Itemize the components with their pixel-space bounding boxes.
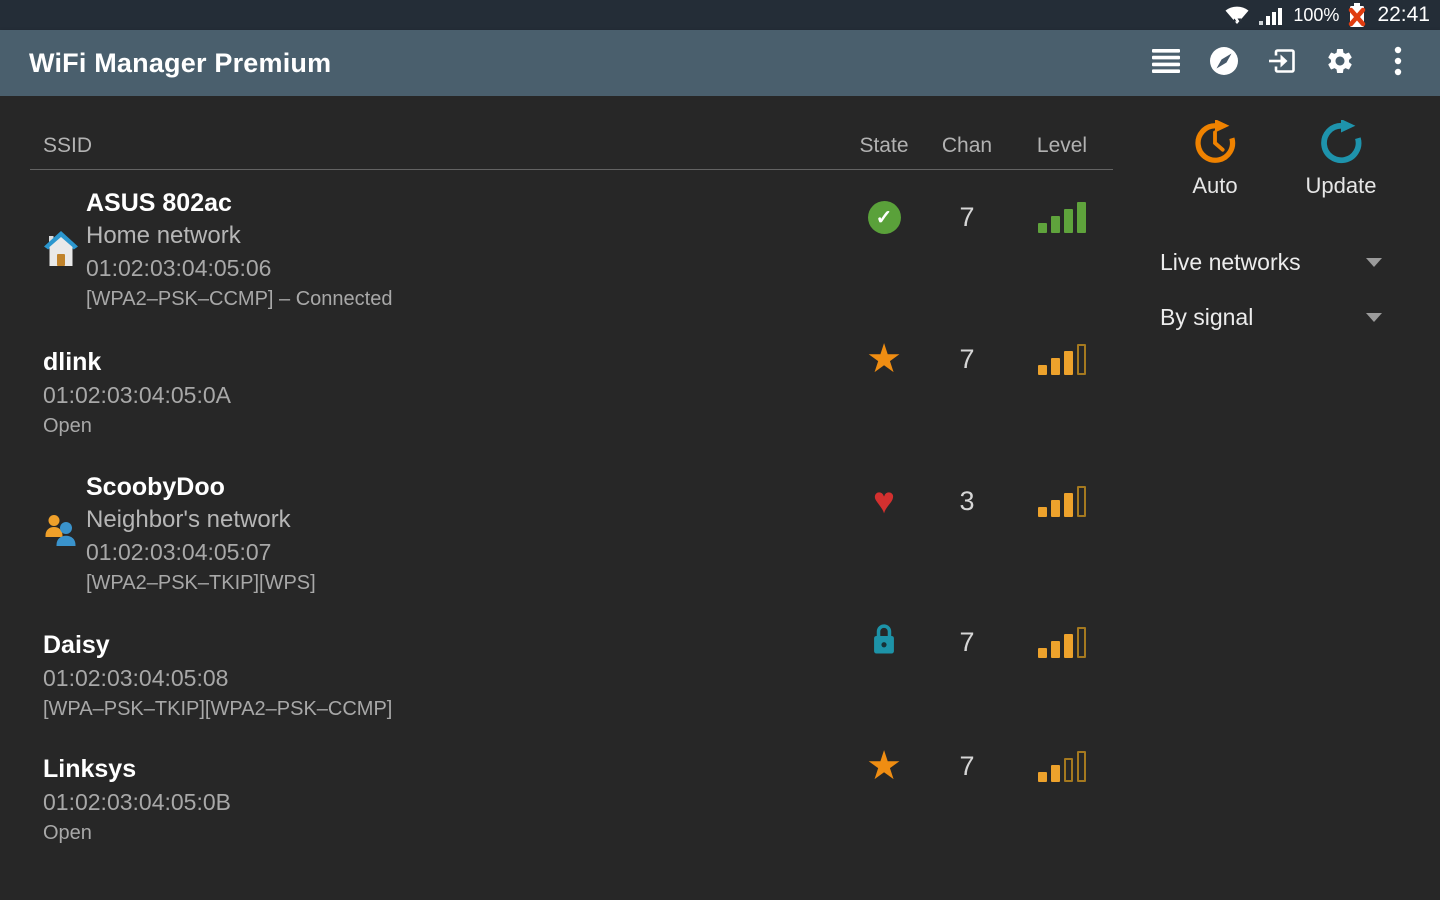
network-security: [WPA2–PSK–CCMP] – Connected: [86, 288, 393, 310]
auto-scan-button[interactable]: Auto: [1160, 120, 1270, 199]
state-cell: [834, 623, 934, 661]
network-ssid: Daisy: [43, 631, 110, 659]
clock-text: 22:41: [1377, 3, 1430, 26]
network-filter-dropdown[interactable]: Live networks: [1160, 245, 1388, 279]
update-label: Update: [1305, 173, 1377, 198]
network-info: ASUS 802ac Home network 01:02:03:04:05:0…: [0, 186, 1113, 314]
state-cell: ♥: [834, 482, 934, 520]
connected-check-icon: ✓: [867, 200, 901, 234]
network-mac: 01:02:03:04:05:0A: [43, 382, 231, 408]
compass-icon: [1208, 45, 1240, 82]
network-mac: 01:02:03:04:05:0B: [43, 789, 231, 815]
battery-percent: 100%: [1293, 4, 1340, 25]
signal-level-indicator: [1012, 198, 1112, 236]
network-row-dlink[interactable]: dlink 01:02:03:04:05:0A Open ★ 7: [0, 339, 1113, 441]
state-cell: ✓: [834, 198, 934, 236]
three-dots-icon: [1394, 46, 1402, 81]
header-level: Level: [1036, 134, 1088, 157]
filter-value: Live networks: [1160, 248, 1301, 275]
overflow-menu-button[interactable]: [1380, 45, 1416, 81]
settings-button[interactable]: [1322, 45, 1358, 81]
network-info: dlink 01:02:03:04:05:0A Open: [0, 345, 1113, 441]
heart-icon: ♥: [873, 480, 895, 521]
channel-cell: 3: [959, 485, 975, 516]
app-bar: WiFi Manager Premium: [0, 30, 1440, 96]
channel-cell: 7: [959, 343, 975, 374]
browser-button[interactable]: [1206, 45, 1242, 81]
wifi-status-icon: [1225, 5, 1249, 25]
battery-error-icon: [1348, 2, 1366, 28]
star-icon: ★: [866, 744, 902, 788]
auto-label: Auto: [1192, 173, 1238, 198]
auto-refresh-clock-icon: [1192, 120, 1238, 170]
chevron-down-icon: [1366, 312, 1382, 322]
gear-icon: [1325, 46, 1355, 81]
people-icon: [43, 512, 79, 552]
network-info: ScoobyDoo Neighbor's network 01:02:03:04…: [0, 470, 1113, 598]
app-title: WiFi Manager Premium: [29, 47, 332, 78]
state-cell: ★: [834, 744, 934, 788]
network-alias: Neighbor's network: [86, 506, 291, 533]
network-row-asus[interactable]: ASUS 802ac Home network 01:02:03:04:05:0…: [0, 186, 1113, 314]
network-mac: 01:02:03:04:05:07: [86, 539, 272, 565]
signal-level-indicator: [1012, 340, 1112, 378]
network-mac: 01:02:03:04:05:08: [43, 665, 229, 691]
channel-cell: 7: [959, 626, 975, 657]
network-ssid: ScoobyDoo: [86, 473, 225, 501]
header-ssid: SSID: [43, 134, 93, 157]
network-mac: 01:02:03:04:05:06: [86, 255, 272, 281]
channel-cell: 7: [959, 201, 975, 232]
network-ssid: Linksys: [43, 755, 137, 783]
header-state: State: [859, 134, 909, 157]
star-icon: ★: [866, 337, 902, 381]
header-divider: [30, 169, 1113, 170]
app-bar-actions: [1148, 45, 1416, 81]
lock-icon: [870, 623, 898, 661]
update-button[interactable]: Update: [1286, 120, 1396, 199]
exit-button[interactable]: [1264, 45, 1300, 81]
network-row-daisy[interactable]: Daisy 01:02:03:04:05:08 [WPA–PSK–TKIP][W…: [0, 624, 1113, 724]
network-security: [WPA2–PSK–TKIP][WPS]: [86, 572, 316, 594]
home-icon: [43, 228, 79, 268]
signal-level-indicator: [1012, 623, 1112, 661]
signal-level-indicator: [1012, 747, 1112, 785]
chevron-down-icon: [1366, 257, 1382, 267]
network-info: Daisy 01:02:03:04:05:08 [WPA–PSK–TKIP][W…: [0, 628, 1113, 724]
network-security: [WPA–PSK–TKIP][WPA2–PSK–CCMP]: [43, 698, 393, 720]
header-chan: Chan: [941, 134, 993, 157]
main-content: SSID State Chan Level ASUS 802ac Home ne…: [0, 96, 1440, 900]
state-cell: ★: [834, 337, 934, 381]
channel-cell: 7: [959, 750, 975, 781]
sort-value: By signal: [1160, 303, 1254, 330]
update-refresh-icon: [1318, 120, 1364, 170]
network-ssid: dlink: [43, 348, 102, 376]
network-row-scoobydoo[interactable]: ScoobyDoo Neighbor's network 01:02:03:04…: [0, 470, 1113, 598]
network-row-linksys[interactable]: Linksys 01:02:03:04:05:0B Open ★ 7: [0, 746, 1113, 848]
list-icon: [1151, 48, 1181, 79]
network-security: Open: [43, 415, 92, 437]
network-ssid: ASUS 802ac: [86, 189, 232, 217]
network-security: Open: [43, 822, 92, 844]
cell-signal-icon: [1258, 5, 1284, 25]
network-alias: Home network: [86, 222, 241, 249]
network-table-header: SSID State Chan Level: [0, 96, 1113, 170]
exit-icon: [1266, 45, 1298, 82]
signal-level-indicator: [1012, 482, 1112, 520]
network-info: Linksys 01:02:03:04:05:0B Open: [0, 752, 1113, 848]
channel-list-button[interactable]: [1148, 45, 1184, 81]
status-bar: 100% 22:41: [0, 0, 1440, 30]
sort-dropdown[interactable]: By signal: [1160, 300, 1388, 334]
